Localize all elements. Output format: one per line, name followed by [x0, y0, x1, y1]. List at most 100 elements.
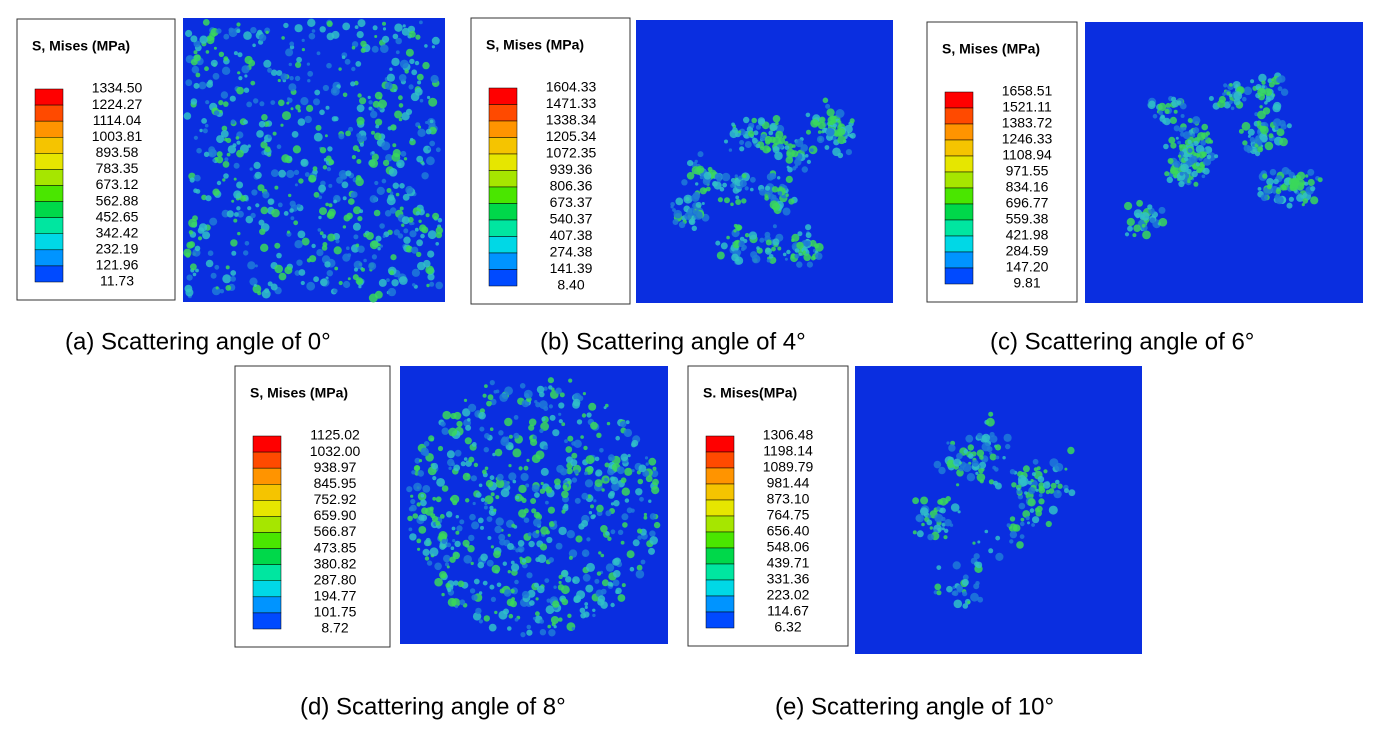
- speckle: [219, 110, 223, 114]
- legend-level: 8.40: [557, 277, 584, 293]
- speckle: [540, 481, 544, 486]
- speckle: [484, 433, 490, 439]
- speckle: [208, 148, 217, 157]
- legend-level: 939.36: [550, 161, 593, 177]
- speckle: [581, 413, 587, 418]
- speckle: [1180, 102, 1187, 110]
- speckle: [941, 527, 945, 531]
- caption: (d) Scattering angle of 8°: [300, 693, 566, 720]
- speckle: [943, 535, 948, 540]
- speckle: [441, 592, 445, 597]
- speckle: [615, 590, 620, 594]
- speckle: [775, 121, 779, 126]
- speckle: [388, 168, 398, 177]
- speckle: [573, 439, 582, 448]
- speckle: [1192, 116, 1201, 125]
- speckle: [1009, 469, 1016, 475]
- speckle: [785, 175, 793, 183]
- speckle: [437, 217, 443, 223]
- speckle: [1178, 127, 1185, 133]
- speckle: [984, 529, 989, 534]
- speckle: [467, 545, 475, 553]
- speckle: [477, 561, 485, 569]
- speckle: [1173, 125, 1180, 132]
- speckle: [539, 619, 545, 624]
- speckle: [638, 464, 647, 473]
- speckle: [371, 108, 375, 112]
- speckle: [757, 117, 766, 125]
- speckle: [306, 62, 310, 66]
- speckle: [484, 384, 488, 388]
- speckle: [460, 461, 466, 467]
- speckle: [731, 122, 735, 127]
- speckle: [319, 207, 327, 216]
- caption: (c) Scattering angle of 6°: [990, 328, 1254, 355]
- speckle: [421, 172, 429, 180]
- speckle: [351, 45, 356, 50]
- speckle: [530, 498, 537, 504]
- speckle: [293, 220, 299, 226]
- speckle: [489, 475, 495, 481]
- speckle: [401, 27, 410, 36]
- speckle: [222, 178, 226, 182]
- speckle: [777, 176, 781, 180]
- speckle: [981, 433, 991, 443]
- speckle: [652, 466, 657, 471]
- speckle: [806, 129, 811, 135]
- speckle: [420, 499, 427, 507]
- speckle: [414, 457, 421, 464]
- speckle: [777, 246, 782, 251]
- caption: (b) Scattering angle of 4°: [540, 328, 806, 355]
- speckle: [491, 564, 501, 574]
- speckle: [1243, 86, 1253, 96]
- speckle: [555, 387, 562, 395]
- speckle: [540, 467, 549, 476]
- speckle: [427, 273, 435, 281]
- speckle: [912, 530, 917, 535]
- speckle: [1241, 121, 1251, 131]
- speckle: [291, 131, 299, 138]
- speckle: [565, 446, 573, 453]
- speckle: [1173, 160, 1181, 168]
- legend-title: S, Mises (MPa): [942, 41, 1040, 57]
- speckle: [1281, 167, 1290, 175]
- speckle: [359, 209, 364, 214]
- speckle: [473, 578, 480, 585]
- speckle: [361, 267, 365, 272]
- speckle: [508, 434, 513, 439]
- speckle: [616, 466, 625, 475]
- speckle: [809, 148, 814, 153]
- speckle: [322, 165, 328, 170]
- speckle: [214, 157, 218, 161]
- speckle: [353, 206, 361, 215]
- speckle: [197, 236, 203, 241]
- speckle: [301, 237, 310, 246]
- speckle: [788, 198, 795, 205]
- speckle: [223, 56, 229, 61]
- speckle: [226, 152, 231, 157]
- speckle: [471, 521, 480, 530]
- speckle: [962, 574, 969, 581]
- speckle: [223, 173, 229, 179]
- speckle: [1208, 96, 1214, 101]
- speckle: [306, 258, 312, 263]
- speckle: [670, 202, 675, 207]
- colorbar-cell: [488, 153, 518, 171]
- speckle: [187, 56, 191, 60]
- speckle: [1258, 73, 1267, 83]
- speckle: [1017, 475, 1027, 484]
- speckle: [1031, 472, 1036, 477]
- legend-level: 121.96: [96, 257, 139, 273]
- speckle: [953, 599, 963, 609]
- speckle: [597, 595, 606, 603]
- speckle: [422, 548, 430, 557]
- speckle: [235, 136, 240, 140]
- speckle: [343, 214, 351, 222]
- speckle: [1262, 173, 1268, 179]
- speckle: [521, 497, 527, 503]
- speckle: [771, 186, 779, 193]
- speckle: [311, 29, 316, 33]
- speckle: [1256, 139, 1263, 146]
- speckle: [348, 126, 354, 132]
